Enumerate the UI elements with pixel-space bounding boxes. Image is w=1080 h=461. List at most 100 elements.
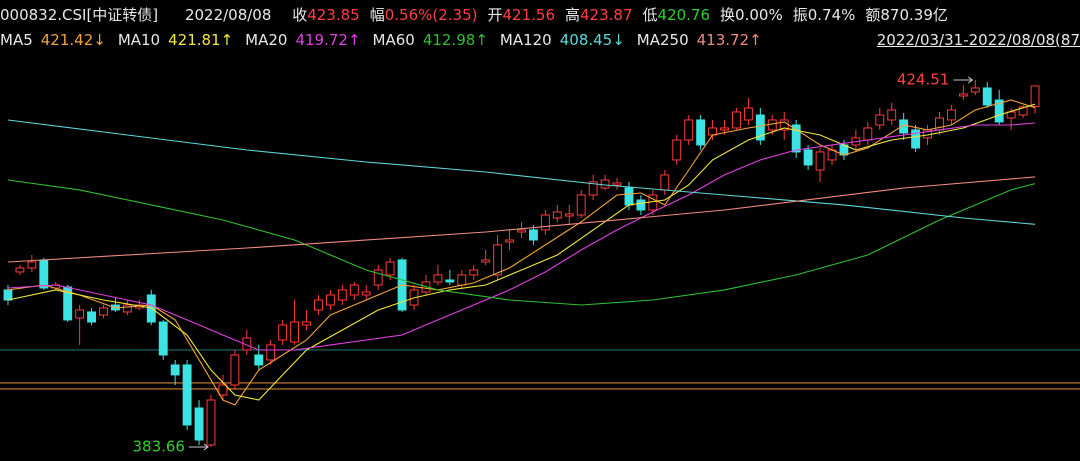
date-range: 2022/03/31-2022/08/08(87 xyxy=(876,31,1080,49)
extreme-label: 424.51 xyxy=(897,70,950,88)
stat-label: 换 xyxy=(720,6,736,24)
candle-body xyxy=(385,261,395,276)
candle-body xyxy=(636,199,646,211)
candle-body xyxy=(612,182,622,186)
candle-body xyxy=(182,364,192,426)
candle-body xyxy=(576,194,586,216)
ma-value: 413.72↑ xyxy=(696,31,762,49)
candle-body xyxy=(1006,111,1016,119)
extreme-arrowhead xyxy=(203,443,209,451)
ma-name: MA120 xyxy=(499,31,552,49)
candle-body xyxy=(911,129,921,149)
candle-body xyxy=(815,151,825,171)
candle-body xyxy=(517,229,526,233)
candle-body xyxy=(337,289,347,301)
candle-body xyxy=(863,127,873,141)
ma-line xyxy=(7,122,1036,351)
candle-body xyxy=(278,324,288,341)
candle-body xyxy=(696,119,706,146)
ma-name: MA5 xyxy=(0,31,33,49)
candle-body xyxy=(122,304,132,313)
candle-body xyxy=(600,179,610,189)
ma-value: 408.45↓ xyxy=(559,31,625,49)
candles xyxy=(3,79,1040,447)
stat-value: 0.56%(2.35) xyxy=(384,6,478,24)
candle-body xyxy=(325,294,335,306)
candle-body xyxy=(1018,106,1028,116)
candle-body xyxy=(529,229,538,241)
candle-body xyxy=(302,321,311,326)
candle-body xyxy=(755,114,765,141)
candle-body xyxy=(564,213,574,217)
candle-body xyxy=(206,399,216,446)
candle-body xyxy=(290,321,300,343)
candle-body xyxy=(457,274,467,286)
ma-name: MA60 xyxy=(372,31,415,49)
candle-body xyxy=(791,124,801,153)
stat-value: 0.74% xyxy=(807,6,856,24)
candle-body xyxy=(1030,85,1040,107)
candle-body xyxy=(540,214,550,231)
candle-body xyxy=(39,259,49,289)
candle-body xyxy=(361,291,371,296)
candle-body xyxy=(970,87,980,93)
candle-body xyxy=(445,279,455,283)
stat-value: 0.00% xyxy=(735,6,783,24)
candle-body xyxy=(803,149,813,166)
candle-body xyxy=(899,119,909,134)
stat-label: 幅 xyxy=(369,6,385,24)
ma-line xyxy=(7,179,1036,306)
candle-body xyxy=(218,384,228,396)
candle-body xyxy=(3,289,13,301)
candle-body xyxy=(373,269,383,286)
stat-value: 423.87 xyxy=(580,6,633,24)
candle-body xyxy=(624,187,634,206)
ma-line xyxy=(7,103,1036,401)
quote-bar: 000832.CSI[中证转债] 2022/08/08 收423.85 幅0.56… xyxy=(0,4,948,25)
candle-body xyxy=(493,244,503,276)
stat-label: 振 xyxy=(792,6,808,24)
ma-value: 421.81↑ xyxy=(168,31,234,49)
candle-body xyxy=(15,267,25,273)
candle-body xyxy=(732,111,741,129)
symbol: 000832.CSI[中证转债] xyxy=(0,6,159,24)
stat-label: 开 xyxy=(487,6,503,24)
candle-body xyxy=(170,364,180,376)
stat-value: 421.56 xyxy=(502,6,556,24)
candle-body xyxy=(887,109,897,121)
ma-name: MA10 xyxy=(117,31,161,49)
stat-label: 低 xyxy=(642,6,658,24)
extreme-arrowhead xyxy=(968,76,974,84)
stat-value: 870.39亿 xyxy=(880,6,948,24)
ma-line xyxy=(7,99,1036,406)
candle-body xyxy=(505,239,514,243)
ma-value: 412.98↑ xyxy=(422,31,488,49)
candle-body xyxy=(349,284,359,296)
candle-body xyxy=(946,109,956,121)
stat-label: 收 xyxy=(292,6,308,24)
candle-body xyxy=(875,114,885,126)
ma-value: 419.72↑ xyxy=(295,31,361,49)
candle-body xyxy=(99,307,108,316)
candle-body xyxy=(958,93,968,97)
candle-body xyxy=(672,139,682,161)
candle-body xyxy=(684,119,694,141)
ma-legend: MA5 421.42↓ MA10 421.81↑ MA20 419.72↑ MA60 412.… xyxy=(0,31,762,49)
candle-body xyxy=(982,87,992,106)
extreme-label: 383.66 xyxy=(132,437,185,455)
ma-line xyxy=(7,119,1036,225)
candle-body xyxy=(194,407,204,441)
ma-name: MA20 xyxy=(245,31,288,49)
date: 2022/08/08 xyxy=(184,6,272,24)
candle-body xyxy=(481,259,491,263)
candle-body xyxy=(552,211,562,219)
ma-name: MA250 xyxy=(636,31,689,49)
ma-value: 421.42↓ xyxy=(40,31,106,49)
candle-body xyxy=(230,354,240,386)
stat-value: 420.76 xyxy=(657,6,711,24)
candle-body xyxy=(242,337,252,351)
stat-label: 高 xyxy=(565,6,581,24)
candle-body xyxy=(75,309,85,319)
